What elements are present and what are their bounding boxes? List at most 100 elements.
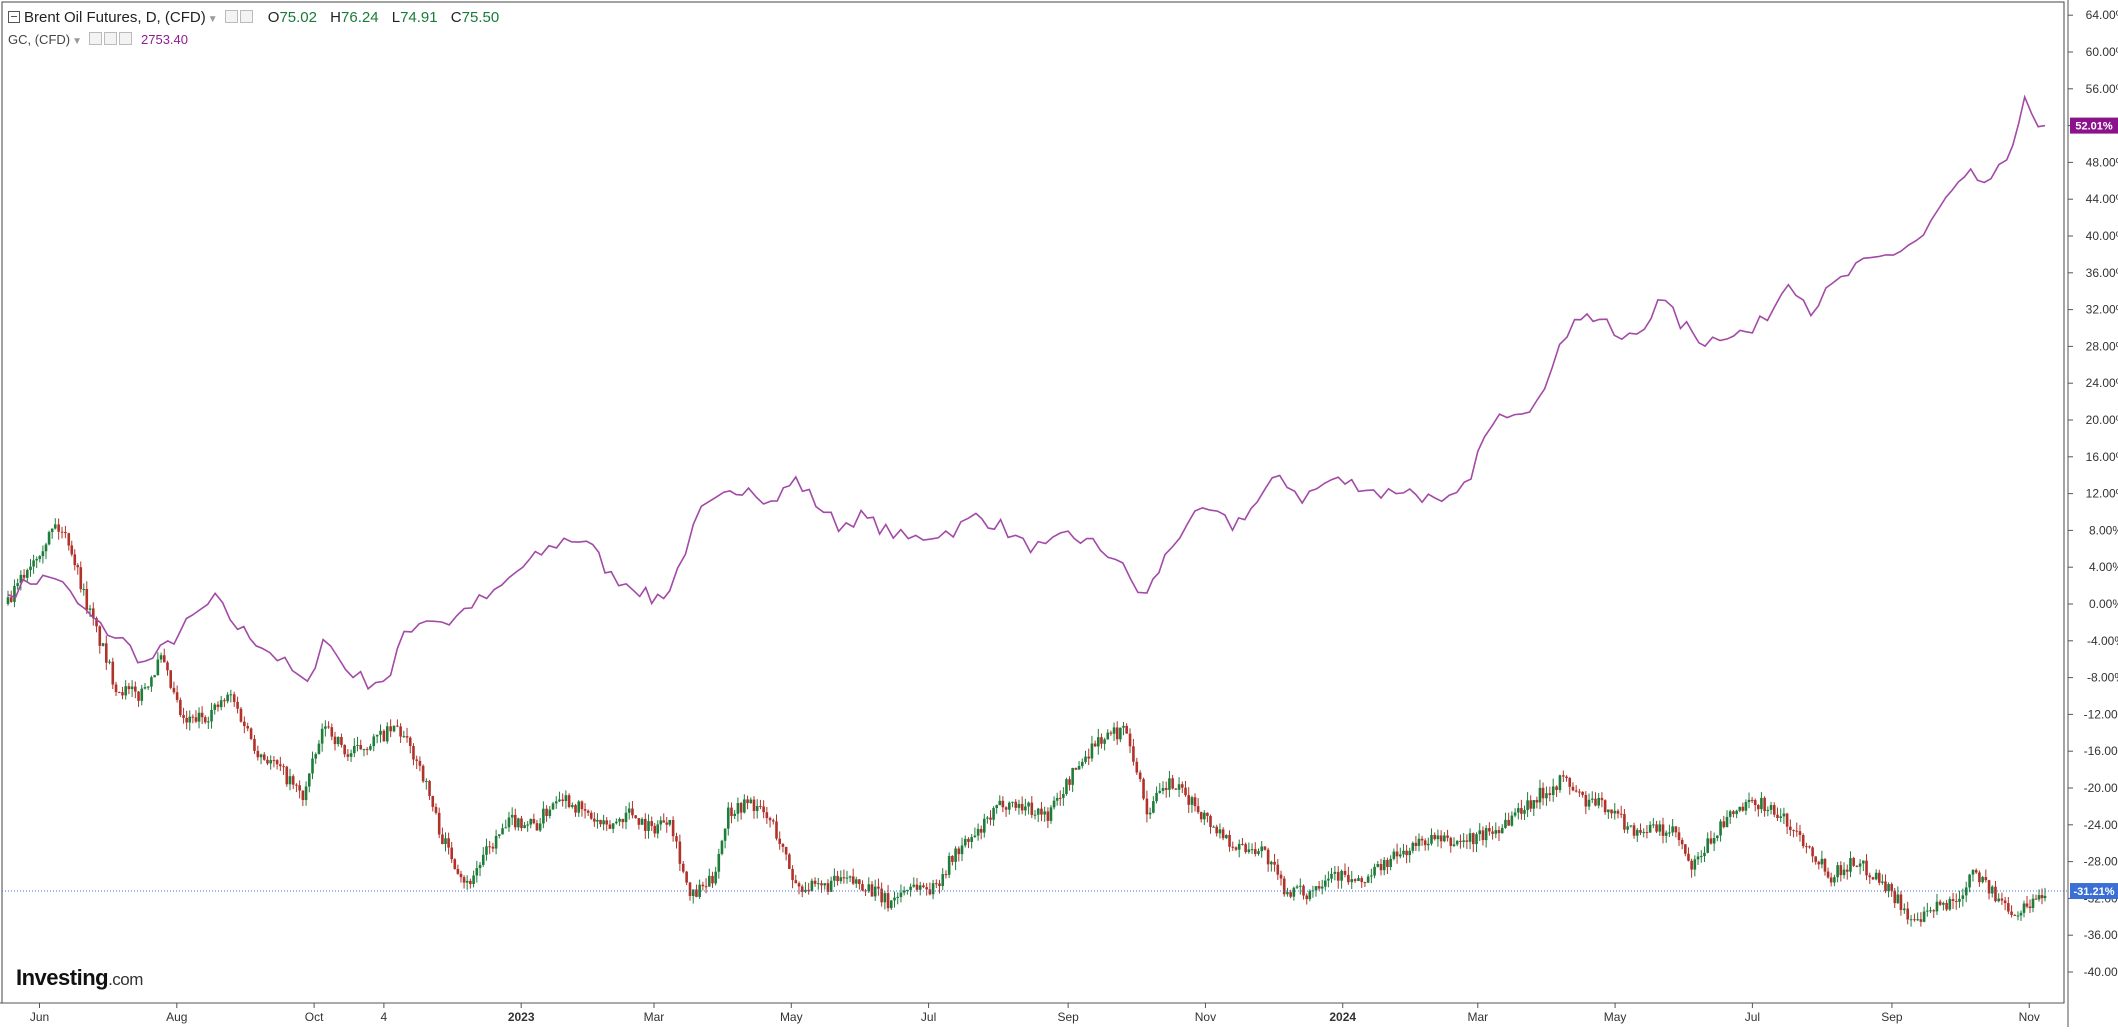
series2-title[interactable]: GC, (CFD) — [8, 32, 71, 47]
candle-body — [1350, 879, 1354, 883]
candle-body — [1687, 853, 1690, 861]
close-icon[interactable] — [119, 32, 133, 45]
brent-candle — [365, 747, 369, 756]
brent-candle — [941, 868, 945, 891]
candle-body — [1449, 837, 1453, 846]
candle-body — [1395, 851, 1399, 857]
candle-body — [1257, 851, 1260, 854]
brent-candle — [162, 648, 166, 663]
candle-body — [1852, 858, 1855, 866]
candle-body — [998, 800, 1002, 806]
brent-candle — [1551, 778, 1555, 802]
brent-candle — [1494, 822, 1498, 839]
brent-candle — [453, 858, 457, 870]
candle-body — [861, 884, 864, 891]
candle-body — [631, 808, 634, 816]
brent-candle — [459, 870, 463, 883]
collapse-icon[interactable] — [8, 11, 20, 23]
investing-logo: Investing.com — [16, 965, 143, 991]
brent-candle — [117, 691, 121, 694]
brent-candle — [494, 829, 498, 855]
brent-candle — [918, 881, 922, 896]
candle-body — [1526, 800, 1529, 811]
settings-icon[interactable] — [224, 10, 238, 23]
brent-candle — [2031, 894, 2035, 913]
candle-body — [925, 887, 928, 890]
brent-candle — [437, 807, 441, 839]
candle-body — [1171, 778, 1174, 789]
brent-candle — [1578, 788, 1581, 797]
candle-body — [1478, 830, 1482, 835]
brent-candle — [298, 780, 301, 799]
candle-body — [935, 883, 938, 885]
brent-candle — [510, 807, 514, 826]
visibility-icon[interactable] — [104, 32, 118, 45]
candle-body — [909, 886, 912, 890]
settings-icon[interactable] — [89, 32, 103, 45]
brent-candle — [1893, 888, 1897, 909]
brent-candle — [121, 686, 124, 700]
candle-body — [899, 892, 903, 897]
brent-candle — [583, 803, 587, 819]
brent-candle — [701, 881, 705, 891]
series1-title[interactable]: Brent Oil Futures, D, (CFD) — [24, 9, 206, 26]
candle-body — [295, 784, 298, 786]
candle-body — [1142, 779, 1145, 799]
candle-body — [1868, 875, 1872, 878]
candle-body — [162, 655, 166, 663]
brent-candle — [810, 878, 814, 892]
brent-candle — [1001, 796, 1005, 813]
candle-body — [762, 806, 765, 813]
candle-body — [150, 677, 153, 687]
candle-body — [1814, 856, 1817, 862]
brent-candle — [726, 802, 730, 836]
candle-body — [1938, 901, 1942, 905]
brent-candle — [1500, 824, 1504, 834]
chevron-down-icon[interactable]: ▼ — [72, 36, 83, 47]
brent-candle — [695, 884, 698, 898]
chevron-down-icon[interactable]: ▼ — [207, 14, 218, 25]
brent-candle — [19, 570, 23, 591]
candle-body — [412, 745, 415, 760]
candle-body — [1871, 877, 1875, 880]
candle-body — [698, 884, 701, 897]
brent-candle — [1632, 822, 1636, 839]
brent-candle — [91, 602, 95, 626]
candle-body — [1465, 840, 1469, 842]
candle-body — [207, 721, 210, 723]
brent-candle — [1833, 874, 1836, 887]
candle-body — [465, 880, 469, 883]
brent-candle — [35, 556, 38, 569]
candle-body — [723, 828, 727, 841]
brent-candle — [1273, 853, 1276, 872]
brent-candle — [922, 882, 925, 889]
candle-body — [1426, 843, 1430, 846]
candle-body — [1106, 732, 1110, 740]
brent-candle — [813, 877, 817, 887]
candle-body — [137, 691, 140, 701]
candle-body — [182, 715, 185, 718]
candle-body — [256, 750, 260, 758]
candle-body — [1392, 851, 1396, 859]
candle-body — [1766, 809, 1770, 812]
candle-body — [1033, 814, 1037, 816]
brent-candle — [197, 707, 201, 729]
visibility-icon[interactable] — [239, 10, 253, 23]
candle-body — [203, 717, 207, 723]
candle-body — [453, 859, 457, 869]
candle-body — [1317, 886, 1321, 889]
brent-candle — [807, 882, 810, 895]
candle-body — [53, 524, 57, 529]
brent-candle — [526, 821, 529, 832]
brent-candle — [1642, 828, 1646, 838]
brent-candle — [1395, 843, 1399, 864]
candle-body — [2034, 898, 2038, 900]
candle-body — [124, 686, 127, 696]
candle-body — [1001, 800, 1005, 808]
candle-body — [1613, 810, 1617, 814]
candle-body — [243, 721, 246, 727]
brent-candle — [1600, 792, 1604, 808]
candle-body — [1961, 895, 1965, 899]
